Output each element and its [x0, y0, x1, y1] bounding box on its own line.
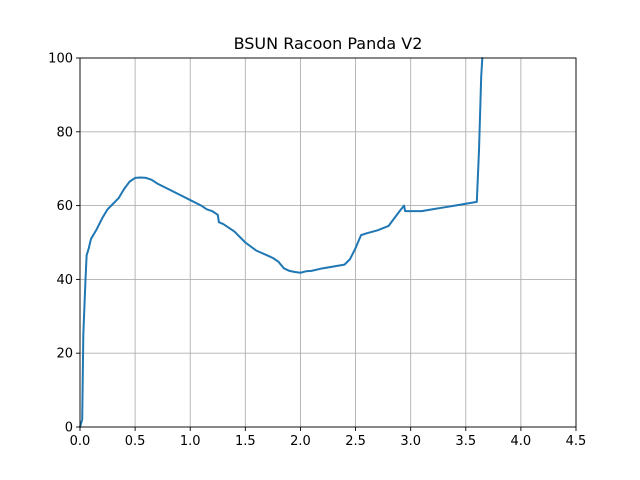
x-tick-label: 2.5 — [345, 434, 366, 449]
x-tick-label: 2.0 — [290, 434, 311, 449]
y-axis: 0 20 40 60 80 100 — [48, 52, 80, 436]
chart-title: BSUN Racoon Panda V2 — [234, 34, 423, 53]
x-axis: 0.0 0.5 1.0 1.5 2.0 2.5 3.0 3.5 4.0 4.5 — [70, 427, 587, 449]
series-line — [79, 57, 484, 428]
plot-frame — [79, 57, 577, 428]
y-tick-label: 20 — [56, 347, 73, 362]
y-tick-label: 100 — [48, 52, 73, 67]
x-tick-label: 3.5 — [455, 434, 476, 449]
x-tick-label: 1.5 — [235, 434, 256, 449]
x-tick-label: 0.5 — [125, 434, 146, 449]
y-tick-label: 80 — [56, 125, 73, 140]
series-layer — [79, 57, 484, 428]
x-tick-label: 4.0 — [511, 434, 532, 449]
y-tick-label: 40 — [56, 273, 73, 288]
y-tick-label: 0 — [65, 421, 73, 436]
x-tick-label: 0.0 — [70, 434, 91, 449]
x-tick-label: 3.0 — [400, 434, 421, 449]
x-tick-label: 4.5 — [566, 434, 587, 449]
y-tick-label: 60 — [56, 199, 73, 214]
x-tick-label: 1.0 — [180, 434, 201, 449]
